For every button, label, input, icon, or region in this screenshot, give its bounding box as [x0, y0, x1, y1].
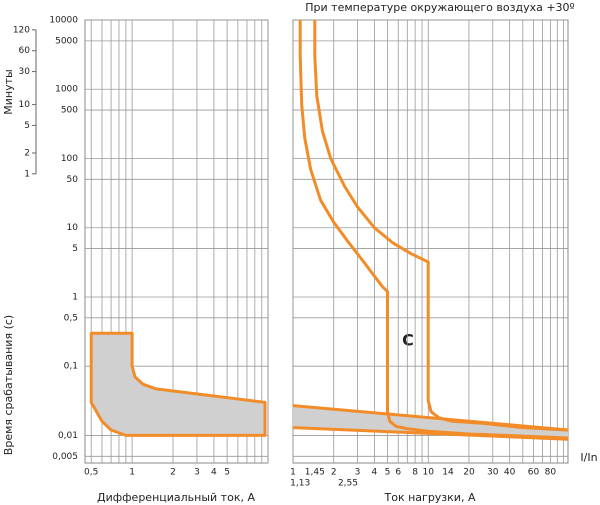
x-tick-label: 1 — [290, 468, 296, 478]
x-tick-label: 1 — [129, 468, 135, 478]
x-axis-label: Ток нагрузки, А — [384, 491, 476, 504]
plot-frame — [292, 19, 569, 464]
x-tick-label: 2 — [170, 468, 176, 478]
y2-tick-label: 120 — [13, 25, 30, 35]
y-tick-label: 5 — [72, 244, 78, 254]
band-fill — [293, 405, 568, 440]
y2-axis-label: Минуты — [2, 69, 15, 114]
x-tick-label: 40 — [504, 468, 516, 478]
x-tick-label: 14 — [442, 468, 454, 478]
y2-tick-label: 30 — [19, 67, 31, 77]
x-tick-label: 60 — [528, 468, 540, 478]
chart-title: При температуре окружающего воздуха +30º — [305, 1, 574, 14]
y-tick-label: 1000 — [55, 85, 78, 95]
annotation: C — [402, 331, 414, 350]
y-tick-label: 0,01 — [58, 431, 78, 441]
y-tick-label: 500 — [61, 106, 78, 116]
y2-tick-label: 10 — [19, 100, 31, 110]
y-tick-label: 10 — [67, 223, 79, 233]
y-axis-label: Время срабатывания (с) — [2, 315, 15, 455]
x-tick-label: 6 — [395, 468, 401, 478]
y-tick-label: 100 — [61, 154, 78, 164]
x-tick-label: 10 — [423, 468, 435, 478]
x-tick-label: 4 — [211, 468, 217, 478]
x-tick-label: 20 — [463, 468, 475, 478]
y-tick-label: 5000 — [55, 36, 78, 46]
y-tick-label: 0,1 — [64, 362, 78, 372]
y2-tick-label: 1 — [24, 169, 30, 179]
y-tick-label: 10000 — [49, 16, 78, 26]
trip-curve — [298, 20, 569, 440]
x-tick-label: 2 — [331, 468, 337, 478]
y2-tick-label: 60 — [19, 46, 31, 56]
x-tick-label: 3 — [355, 468, 361, 478]
x-axis-label: Дифференциальный ток, А — [97, 491, 255, 504]
x-tick-label: 30 — [487, 468, 499, 478]
x-tick-label: 0,5 — [84, 468, 98, 478]
x-tick-label: 1,45 — [305, 468, 325, 478]
x-tick-label: 2,55 — [338, 479, 358, 489]
x-tick-label: 4 — [372, 468, 378, 478]
y2-tick-label: 2 — [24, 149, 30, 159]
x-tick-label: 3 — [194, 468, 200, 478]
y-tick-label: 1 — [72, 292, 78, 302]
band-edge — [292, 404, 569, 432]
x-axis-unit: I/In — [580, 451, 597, 464]
y-tick-label: 0,005 — [52, 452, 78, 462]
x-tick-label: 5 — [224, 468, 230, 478]
trip-region — [89, 331, 267, 437]
y-tick-label: 50 — [67, 175, 79, 185]
y2-tick-label: 5 — [24, 121, 30, 131]
trip-curve — [313, 20, 569, 432]
x-tick-label: 8 — [412, 468, 418, 478]
y-tick-label: 0,5 — [64, 313, 78, 323]
x-tick-label: 80 — [545, 468, 557, 478]
x-tick-label: 5 — [385, 468, 391, 478]
x-tick-label: 1,13 — [290, 479, 310, 489]
